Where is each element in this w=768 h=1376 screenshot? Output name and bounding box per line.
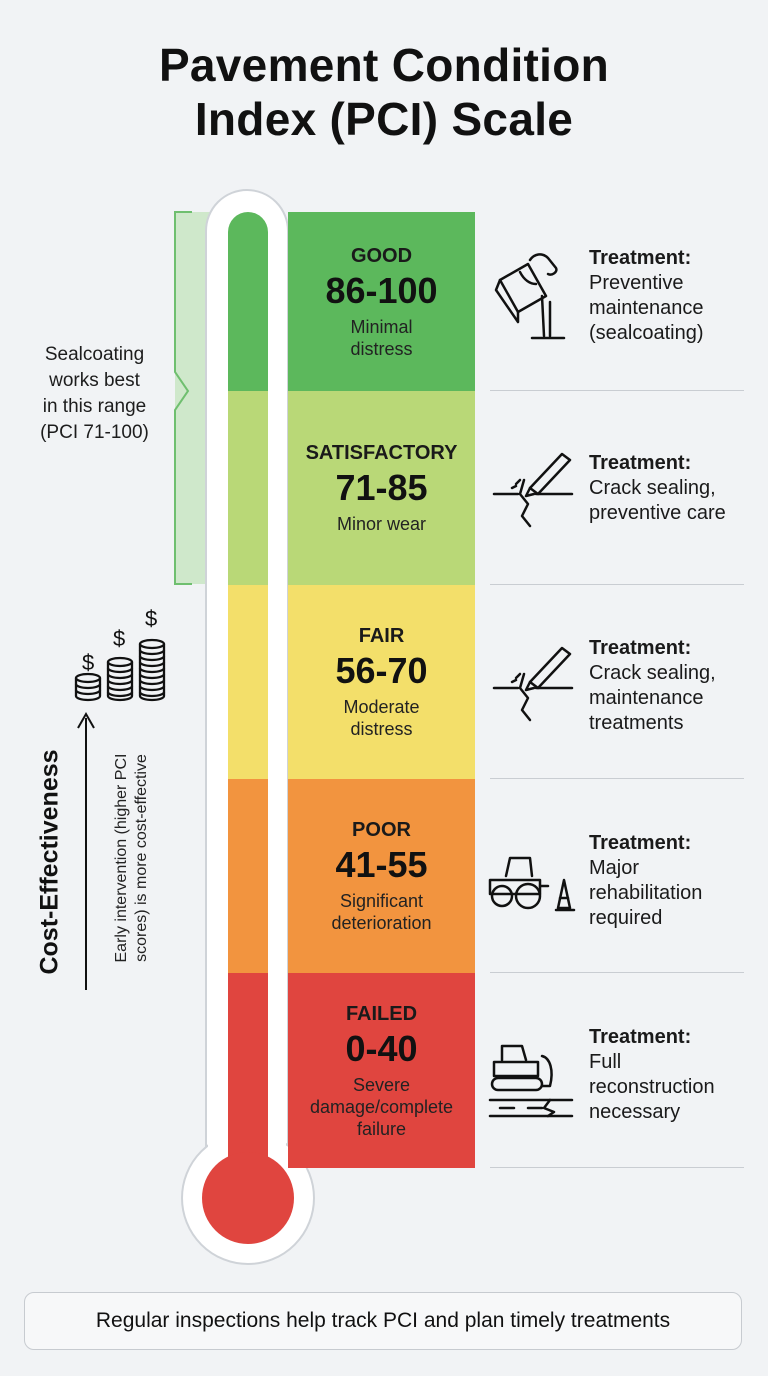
band-range: 71-85 [335,467,428,508]
paint-bucket-pour-icon [494,253,566,340]
band-description: Severe damage/complete failure [309,1074,454,1139]
crack-sealing-icon [492,452,574,528]
band-range: 86-100 [325,269,438,311]
treatment-satisfactory: Treatment: Crack sealing, preventive car… [589,451,759,526]
band-description: Minor wear [336,514,427,534]
cost-effectiveness-title: Cost-Effectiveness [35,749,64,975]
row-divider [490,972,744,973]
treatment-label: Treatment: [589,637,692,659]
band-category: FAILED [345,1002,418,1025]
row-divider [490,1167,744,1168]
treatment-label: Treatment: [589,247,692,269]
cost-effectiveness-subtitle: Early intervention (higher PCI scores) i… [113,753,150,963]
title-line-2: Index (PCI) Scale [194,93,574,145]
band-category: SATISFACTORY [305,442,458,464]
band-good: GOOD 86-100 Minimal distress [288,212,475,391]
svg-text:$: $ [145,606,157,631]
crack-sealing-icon [492,646,574,722]
band-range: 41-55 [335,844,428,885]
row-divider [490,778,744,779]
treatment-text: Preventive maintenance (sealcoating) [589,272,704,344]
treatment-text: Full reconstruction necessary [589,1051,715,1123]
treatment-good: Treatment: Preventive maintenance (sealc… [589,246,759,346]
band-category: POOR [352,819,411,841]
treatment-text: Crack sealing, preventive care [589,477,726,524]
treatment-label: Treatment: [589,452,692,474]
band-fair: FAIR 56-70 Moderate distress [288,585,475,779]
thermometer-bulb [202,1152,294,1244]
treatment-label: Treatment: [589,1026,692,1048]
treatment-label: Treatment: [589,832,692,854]
coin-stacks-dollar-icon: $ $ $ [74,606,166,702]
svg-text:$: $ [113,626,125,651]
sealcoat-note: Sealcoating works best in this range (PC… [40,344,149,443]
title-line-1: Pavement Condition [158,39,610,91]
band-category: GOOD [350,244,413,267]
band-failed: FAILED 0-40 Severe damage/complete failu… [288,973,475,1168]
band-category: FAIR [358,625,405,647]
band-description: Minimal distress [350,316,412,360]
sealcoat-bracket-outline [174,211,192,585]
treatment-text: Major rehabilitation required [589,857,703,929]
treatment-fair: Treatment: Crack sealing, maintenance tr… [589,636,759,736]
road-roller-cone-icon [488,856,576,912]
band-satisfactory: SATISFACTORY 71-85 Minor wear [288,391,475,585]
band-poor: POOR 41-55 Significant deterioration [288,779,475,973]
bulldozer-broken-road-icon [488,1044,574,1118]
desc-l1: Minimal distress [350,316,413,359]
row-divider [490,584,744,585]
treatment-poor: Treatment: Major rehabilitation required [589,831,759,931]
svg-text:$: $ [82,650,94,675]
treatment-text: Crack sealing, maintenance treatments [589,662,716,734]
row-divider [490,390,744,391]
band-range: 56-70 [335,650,428,691]
band-description: Significant deterioration [331,891,432,933]
band-description: Moderate distress [343,697,420,739]
sealcoat-bracket [175,212,210,584]
treatment-failed: Treatment: Full reconstruction necessary [589,1025,759,1125]
band-range: 0-40 [345,1027,418,1069]
footer-note: Regular inspections help track PCI and p… [24,1292,742,1350]
page-title: Pavement Condition Index (PCI) Scale [0,38,768,146]
